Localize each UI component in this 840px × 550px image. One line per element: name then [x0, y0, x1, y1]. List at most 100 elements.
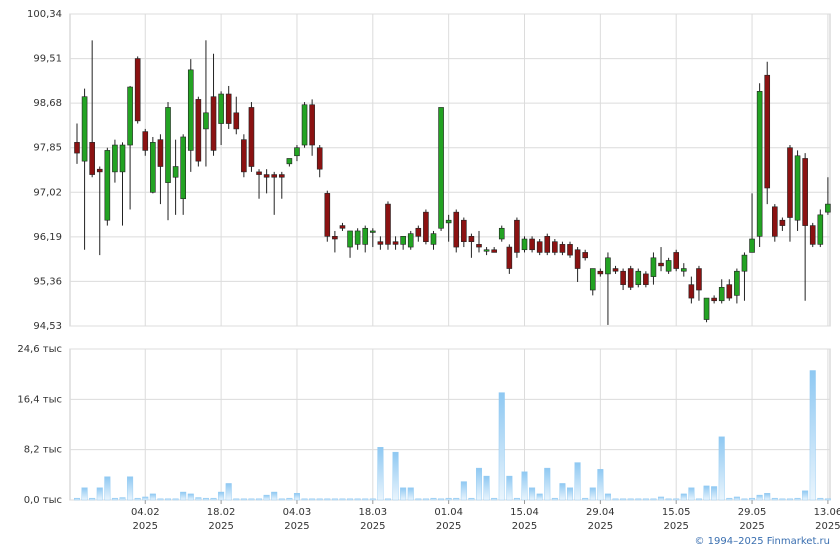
y-tick-label: 100,34 [27, 9, 62, 20]
volume-bar [233, 498, 240, 501]
volume-bar [658, 496, 665, 501]
candle-body [263, 174, 270, 178]
x-tick-label: 15.04 [510, 507, 539, 518]
candle-body [711, 297, 717, 302]
candle-body [81, 96, 88, 162]
candle-body [195, 99, 202, 162]
volume-bar [460, 481, 467, 501]
volume-bar [347, 498, 354, 501]
candle-body [673, 252, 680, 269]
candle-body [294, 147, 300, 157]
candle-body [150, 142, 156, 193]
candle-body [552, 241, 558, 253]
x-tick-label: 01.04 [434, 507, 463, 518]
candle-body [407, 233, 414, 248]
volume-bar [635, 498, 642, 501]
x-tick-label: 2025 [512, 521, 537, 532]
volume-bar [688, 487, 695, 501]
candle-body [688, 284, 695, 299]
volume-bar [293, 493, 300, 501]
candle-body [627, 268, 634, 288]
volume-bar [809, 370, 816, 501]
volume-bar [529, 487, 536, 501]
candle-body [582, 252, 588, 259]
volume-bar [400, 487, 407, 501]
volume-bar [407, 487, 414, 501]
volume-bar [779, 498, 786, 501]
volume-frame [69, 348, 831, 501]
volume-bar [438, 498, 445, 501]
candle-body [339, 225, 346, 229]
candle-body [324, 193, 331, 237]
volume-bar [377, 447, 384, 501]
candle-body [749, 238, 755, 253]
volume-bar [278, 498, 285, 501]
x-tick-label: 2025 [739, 521, 764, 532]
candle-body [696, 268, 702, 291]
volume-bar [256, 498, 263, 501]
volume-bar [73, 497, 80, 501]
volume-bar [422, 498, 429, 501]
candle-body [271, 174, 278, 178]
volume-bar [415, 498, 422, 501]
volume-bar [559, 483, 566, 501]
candle-body [498, 227, 505, 240]
volume-bar [749, 497, 756, 501]
volume-bar [475, 467, 482, 501]
candle-body [817, 214, 824, 245]
x-tick-label: 15.05 [662, 507, 691, 518]
y-tick-label: 99,51 [33, 54, 62, 65]
candle-body [210, 96, 217, 151]
candle-body [301, 104, 308, 146]
candle-body [127, 86, 133, 146]
volume-bar [612, 498, 619, 501]
volume-bar [96, 487, 103, 501]
volume-bar [680, 493, 687, 501]
volume-bar [521, 471, 528, 501]
candle-body [635, 270, 642, 285]
candle-body [764, 74, 771, 189]
candle-body [332, 236, 338, 240]
candle-body [89, 142, 95, 175]
candle-body [794, 155, 801, 221]
volume-bar [218, 491, 225, 501]
volume-bar [301, 498, 308, 501]
volume-bar [741, 498, 748, 501]
candle-body [544, 236, 551, 253]
candle-body [256, 171, 262, 175]
candle-body [96, 168, 103, 173]
volume-tick-label: 24,6 тыс [17, 344, 62, 355]
volume-bar [627, 498, 634, 501]
volume-bar [339, 498, 346, 501]
candle-body [157, 139, 164, 167]
volume-bar [718, 436, 725, 501]
candle-body [620, 270, 626, 285]
volume-bar [711, 486, 718, 501]
candle-body [802, 158, 808, 226]
x-tick-label: 2025 [588, 521, 613, 532]
candle-body [506, 246, 513, 269]
candle-body [680, 268, 687, 272]
candle-body [377, 241, 384, 245]
candle-body [650, 257, 657, 277]
volume-bar [286, 497, 293, 501]
volume-bar [726, 497, 733, 501]
volume-bar [149, 493, 156, 501]
x-tick-label: 13.06 [814, 507, 840, 518]
volume-bar [104, 476, 111, 501]
volume-bar [195, 497, 202, 501]
candle-body [521, 238, 528, 251]
candle-body [112, 144, 118, 173]
candle-body [165, 107, 171, 183]
volume-bar [567, 487, 574, 501]
volume-bar [165, 498, 172, 501]
x-tick-label: 2025 [360, 521, 385, 532]
volume-bar [324, 498, 331, 501]
volume-bar [271, 491, 278, 501]
candle-body [415, 227, 422, 237]
x-tick-label: 2025 [133, 521, 158, 532]
volume-bar [445, 497, 452, 501]
candle-body [187, 69, 194, 151]
volume-bar [506, 475, 513, 501]
volume-bar [498, 392, 505, 501]
